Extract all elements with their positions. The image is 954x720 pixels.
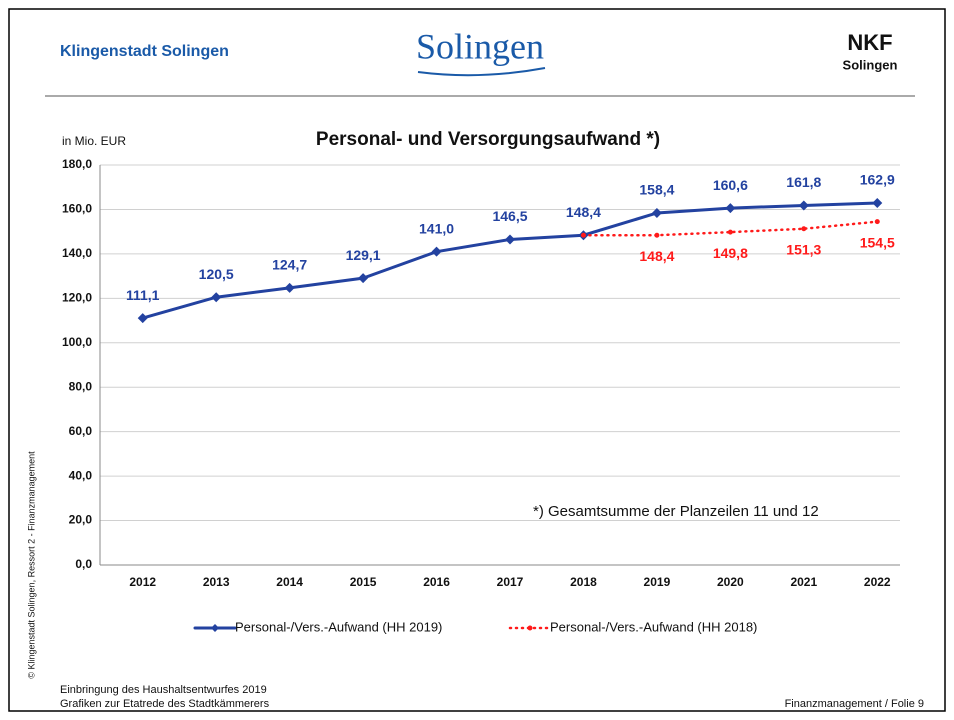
legend-label: Personal-/Vers.-Aufwand (HH 2018) bbox=[550, 619, 757, 634]
x-tick-label: 2019 bbox=[644, 575, 671, 589]
header-left: Klingenstadt Solingen bbox=[60, 43, 229, 60]
footer-line2: Grafiken zur Etatrede des Stadtkämmerers bbox=[60, 698, 270, 710]
marker bbox=[431, 246, 442, 257]
y-tick-label: 80,0 bbox=[69, 379, 93, 393]
header-logo: Solingen bbox=[416, 26, 544, 66]
marker bbox=[358, 273, 369, 284]
series-line bbox=[582, 220, 879, 237]
marker bbox=[654, 232, 660, 238]
value-label: 141,0 bbox=[419, 220, 454, 236]
x-tick-label: 2022 bbox=[864, 575, 891, 589]
marker bbox=[798, 200, 809, 211]
value-label: 148,4 bbox=[566, 204, 601, 220]
marker bbox=[801, 226, 807, 232]
footer-line1: Einbringung des Haushaltsentwurfes 2019 bbox=[60, 684, 267, 696]
x-tick-label: 2013 bbox=[203, 575, 230, 589]
marker bbox=[580, 232, 586, 238]
y-tick-label: 20,0 bbox=[69, 513, 93, 527]
x-tick-label: 2020 bbox=[717, 575, 744, 589]
legend-label: Personal-/Vers.-Aufwand (HH 2019) bbox=[235, 619, 442, 634]
x-tick-label: 2012 bbox=[129, 575, 156, 589]
value-label: 160,6 bbox=[713, 177, 748, 193]
nkf-logo: NKF bbox=[847, 30, 892, 55]
slide-frame bbox=[8, 8, 946, 712]
annotation: *) Gesamtsumme der Planzeilen 11 und 12 bbox=[533, 503, 819, 520]
value-label: 148,4 bbox=[639, 248, 674, 264]
value-label: 149,8 bbox=[713, 245, 748, 261]
x-tick-label: 2015 bbox=[350, 575, 377, 589]
logo-swoosh bbox=[417, 67, 546, 77]
y-tick-label: 180,0 bbox=[62, 157, 92, 171]
y-tick-label: 140,0 bbox=[62, 246, 92, 260]
value-label: 161,8 bbox=[786, 174, 821, 190]
value-label: 120,5 bbox=[199, 266, 234, 282]
y-tick-label: 120,0 bbox=[62, 291, 92, 305]
y-tick-label: 100,0 bbox=[62, 335, 92, 349]
value-label: 146,5 bbox=[492, 208, 527, 224]
marker bbox=[284, 282, 295, 293]
value-label: 162,9 bbox=[860, 172, 895, 188]
nkf-sub: Solingen bbox=[843, 57, 898, 72]
value-label: 129,1 bbox=[346, 247, 381, 263]
value-label: 151,3 bbox=[786, 241, 821, 257]
annotation-box bbox=[525, 498, 905, 526]
unit-label: in Mio. EUR bbox=[62, 134, 126, 148]
x-tick-label: 2016 bbox=[423, 575, 450, 589]
marker bbox=[651, 208, 662, 218]
y-tick-label: 0,0 bbox=[75, 557, 92, 571]
value-label: 158,4 bbox=[639, 182, 674, 198]
marker bbox=[211, 292, 222, 303]
y-tick-label: 60,0 bbox=[69, 424, 93, 438]
marker bbox=[137, 313, 148, 324]
legend-marker bbox=[527, 625, 533, 631]
marker bbox=[872, 198, 883, 208]
value-label: 154,5 bbox=[860, 234, 895, 250]
x-tick-label: 2014 bbox=[276, 575, 303, 589]
marker bbox=[725, 203, 736, 214]
x-tick-label: 2018 bbox=[570, 575, 597, 589]
value-label: 111,1 bbox=[126, 287, 160, 303]
x-tick-label: 2021 bbox=[790, 575, 817, 589]
value-label: 124,7 bbox=[272, 257, 307, 273]
marker bbox=[727, 229, 733, 235]
footer-right: Finanzmanagement / Folie 9 bbox=[785, 698, 924, 710]
x-tick-label: 2017 bbox=[497, 575, 524, 589]
marker bbox=[505, 234, 515, 245]
legend-marker bbox=[211, 624, 219, 632]
y-tick-label: 40,0 bbox=[69, 468, 93, 482]
side-note: © Klingenstadt Solingen, Ressort 2 - Fin… bbox=[26, 451, 36, 679]
marker bbox=[874, 219, 880, 225]
y-tick-label: 160,0 bbox=[62, 202, 92, 216]
chart-title: Personal- und Versorgungsaufwand *) bbox=[316, 129, 660, 150]
